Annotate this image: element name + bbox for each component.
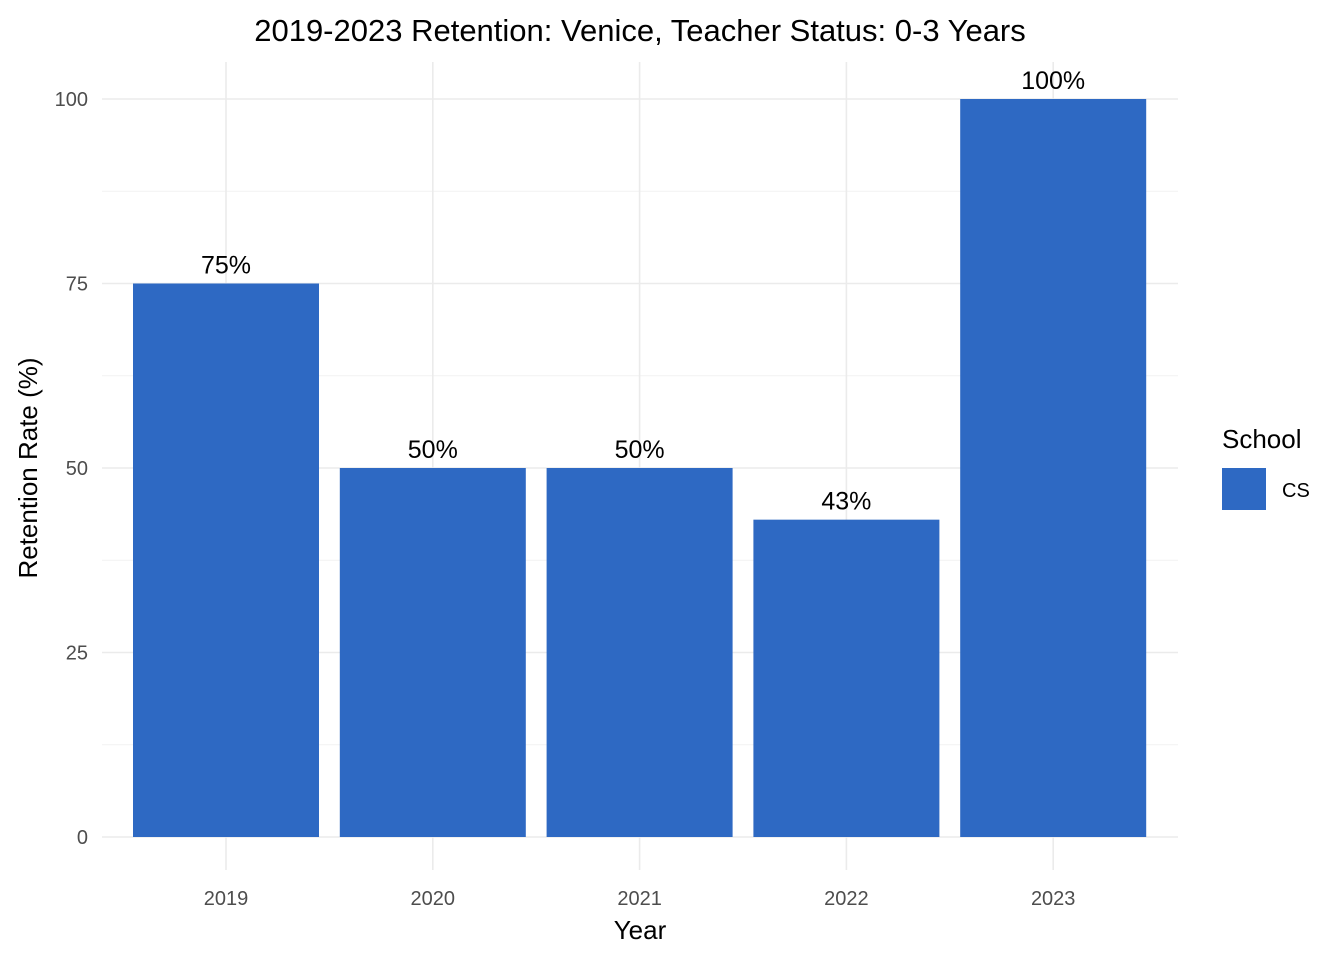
chart-title: 2019-2023 Retention: Venice, Teacher Sta…: [254, 13, 1026, 48]
x-tick-label: 2021: [617, 888, 662, 910]
bar-2022: [753, 519, 940, 837]
y-axis-ticks: 0 25 50 75 100: [55, 89, 88, 849]
y-axis-title: Retention Rate (%): [13, 357, 43, 578]
x-tick-label: 2020: [411, 888, 456, 910]
x-tick-label: 2023: [1031, 888, 1076, 910]
x-tick-label: 2019: [204, 888, 249, 910]
y-tick-label: 50: [66, 458, 88, 480]
legend-title: School: [1222, 424, 1302, 454]
x-axis-ticks: 2019 2020 2021 2022 2023: [204, 888, 1076, 910]
bars: [133, 99, 1147, 837]
data-label-2021: 50%: [615, 436, 665, 464]
legend: School CS: [1222, 424, 1310, 510]
bar-value-labels: 75% 50% 50% 43% 100%: [201, 67, 1085, 516]
bar-2023: [960, 99, 1147, 837]
x-axis-title: Year: [614, 915, 667, 945]
y-tick-label: 25: [66, 643, 88, 665]
bar-2021: [546, 468, 733, 837]
data-label-2019: 75%: [201, 252, 251, 280]
y-tick-label: 0: [77, 827, 88, 849]
x-tick-label: 2022: [824, 888, 869, 910]
bar-2020: [339, 468, 526, 837]
data-label-2022: 43%: [821, 488, 871, 516]
data-label-2020: 50%: [408, 436, 458, 464]
data-label-2023: 100%: [1021, 67, 1085, 95]
bar-2019: [133, 283, 319, 837]
y-tick-label: 100: [55, 89, 88, 111]
y-tick-label: 75: [66, 274, 88, 296]
legend-label-cs: CS: [1282, 480, 1310, 502]
legend-swatch-cs: [1222, 468, 1266, 510]
